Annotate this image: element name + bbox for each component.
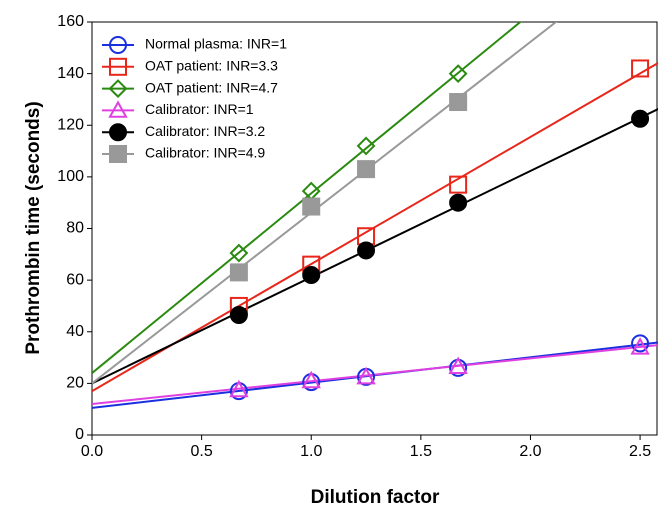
marker <box>108 79 128 99</box>
y-tick-label: 40 <box>66 323 84 340</box>
marker <box>449 193 468 212</box>
x-tick-label: 1.5 <box>410 443 432 460</box>
legend-label: OAT patient: INR=4.7 <box>145 79 278 95</box>
marker <box>357 241 376 260</box>
y-tick-label: 120 <box>57 116 84 133</box>
y-tick-label: 160 <box>57 13 84 30</box>
x-tick-label: 0.0 <box>81 443 103 460</box>
fit-line <box>92 61 658 392</box>
fit-line <box>92 22 558 385</box>
marker <box>630 337 650 355</box>
marker <box>302 265 321 284</box>
marker <box>229 379 249 398</box>
marker <box>109 36 127 54</box>
x-tick-label: 1.0 <box>300 443 322 460</box>
marker <box>356 136 376 156</box>
marker <box>449 93 468 112</box>
legend-label: Calibrator: INR=3.2 <box>145 123 265 139</box>
y-tick-label: 0 <box>75 426 84 443</box>
marker <box>631 109 650 128</box>
fit-line <box>92 108 658 385</box>
marker <box>229 263 248 282</box>
x-tick-label: 2.0 <box>519 443 541 460</box>
marker <box>357 160 376 179</box>
y-axis-label: Prothrombin time (seconds) <box>23 101 44 354</box>
y-tick-label: 60 <box>66 271 84 288</box>
legend-label: Calibrator: INR=4.9 <box>145 145 265 161</box>
x-tick-label: 2.5 <box>629 443 651 460</box>
marker <box>109 145 127 163</box>
legend-label: OAT patient: INR=3.3 <box>145 58 278 74</box>
marker <box>229 305 248 324</box>
marker <box>448 64 468 84</box>
marker <box>301 370 321 389</box>
marker <box>631 59 650 78</box>
marker <box>229 243 249 263</box>
x-axis-label: Dilution factor <box>311 487 440 508</box>
marker <box>356 366 376 385</box>
marker <box>631 334 650 353</box>
y-tick-label: 80 <box>66 220 84 237</box>
fit-line <box>92 344 658 406</box>
y-tick-label: 20 <box>66 375 84 392</box>
y-tick-label: 100 <box>57 168 84 185</box>
legend-label: Calibrator: INR=1 <box>145 101 254 117</box>
marker <box>449 175 468 194</box>
marker <box>109 123 127 142</box>
fit-line <box>92 22 522 374</box>
marker <box>302 197 321 216</box>
plot-area <box>92 22 658 409</box>
x-tick-label: 0.5 <box>190 443 212 460</box>
marker <box>448 356 468 374</box>
legend-label: Normal plasma: INR=1 <box>145 36 287 52</box>
y-tick-label: 140 <box>57 65 84 82</box>
marker <box>109 57 127 76</box>
marker <box>108 100 128 118</box>
